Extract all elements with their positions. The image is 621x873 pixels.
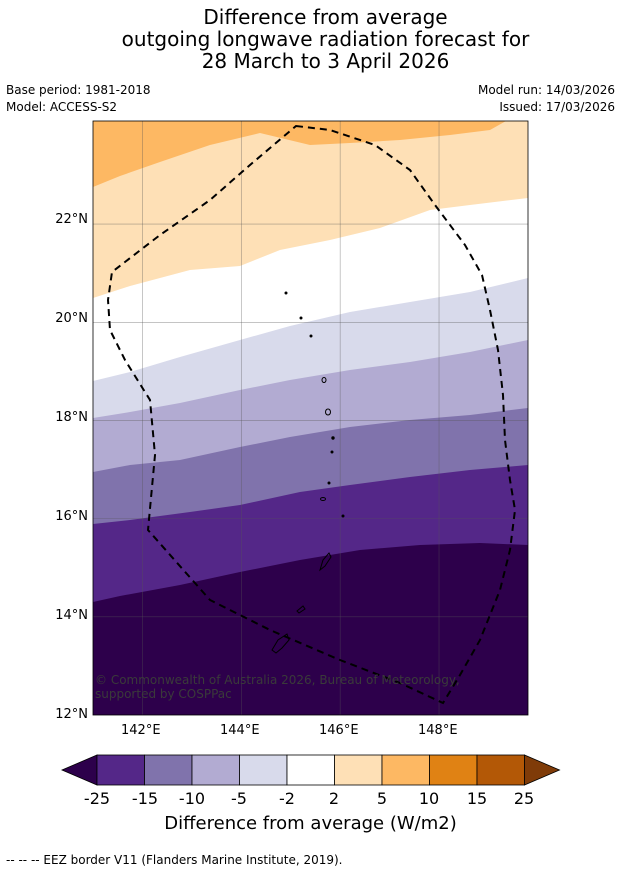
issued-date: Issued: 17/03/2026	[499, 100, 615, 114]
lon-label-148e: 148°E	[418, 723, 458, 738]
eez-border	[106, 124, 517, 705]
lat-label-18n: 18°N	[55, 410, 88, 425]
colorbar-extend-high	[524, 754, 561, 786]
lat-label-22n: 22°N	[55, 212, 88, 227]
contour-bands	[93, 121, 528, 715]
colorbar-tick-label: 10	[418, 789, 440, 808]
band-5-to-10	[93, 121, 528, 298]
plot-frame	[92, 120, 529, 716]
base-period: Base period: 1981-2018	[6, 83, 151, 97]
colorbar-tick-label: -15	[131, 789, 159, 808]
colorbar-extend-low	[60, 754, 98, 786]
colorbar-swatch	[334, 754, 383, 786]
colorbar-swatch	[96, 754, 145, 786]
lat-label-20n: 20°N	[55, 311, 88, 326]
lat-label-16n: 16°N	[55, 509, 88, 524]
colorbar-tick-label: 2	[328, 789, 340, 808]
colorbar-tick-label: 25	[513, 789, 535, 808]
colorbar-tick-label: -2	[279, 789, 295, 808]
colorbar-tick-label: -5	[231, 789, 247, 808]
title-line-1: Difference from average	[203, 5, 448, 29]
colorbar-swatch	[381, 754, 430, 786]
colorbar-swatch	[476, 754, 525, 786]
colorbar-title: Difference from average (W/m2)	[164, 813, 457, 834]
colorbar-tick-label: 15	[466, 789, 488, 808]
title-line-2: outgoing longwave radiation forecast for	[121, 27, 530, 51]
lat-label-12n: 12°N	[55, 707, 88, 722]
title-line-3: 28 March to 3 April 2026	[201, 49, 450, 73]
model-name: Model: ACCESS-S2	[6, 100, 118, 114]
colorbar-tick-label: 5	[376, 789, 388, 808]
lon-label-146e: 146°E	[319, 723, 359, 738]
colorbar-tick-label: -25	[83, 789, 111, 808]
colorbar-swatch	[286, 754, 335, 786]
colorbar	[60, 754, 561, 786]
colorbar-swatch	[191, 754, 240, 786]
lon-label-142e: 142°E	[121, 723, 161, 738]
colorbar-swatch	[144, 754, 193, 786]
eez-footnote: -- -- -- EEZ border V11 (Flanders Marine…	[6, 853, 343, 867]
colorbar-swatch	[239, 754, 288, 786]
chart-title: Difference from average outgoing longwav…	[0, 6, 621, 72]
copyright-notice: © Commonwealth of Australia 2026, Bureau…	[95, 673, 460, 701]
lon-label-144e: 144°E	[220, 723, 260, 738]
islands	[271, 291, 345, 654]
colorbar-tick-label: -10	[178, 789, 206, 808]
lat-label-14n: 14°N	[55, 608, 88, 623]
colorbar-swatch	[429, 754, 478, 786]
model-run: Model run: 14/03/2026	[477, 83, 615, 97]
band-10-to-15	[93, 121, 506, 187]
